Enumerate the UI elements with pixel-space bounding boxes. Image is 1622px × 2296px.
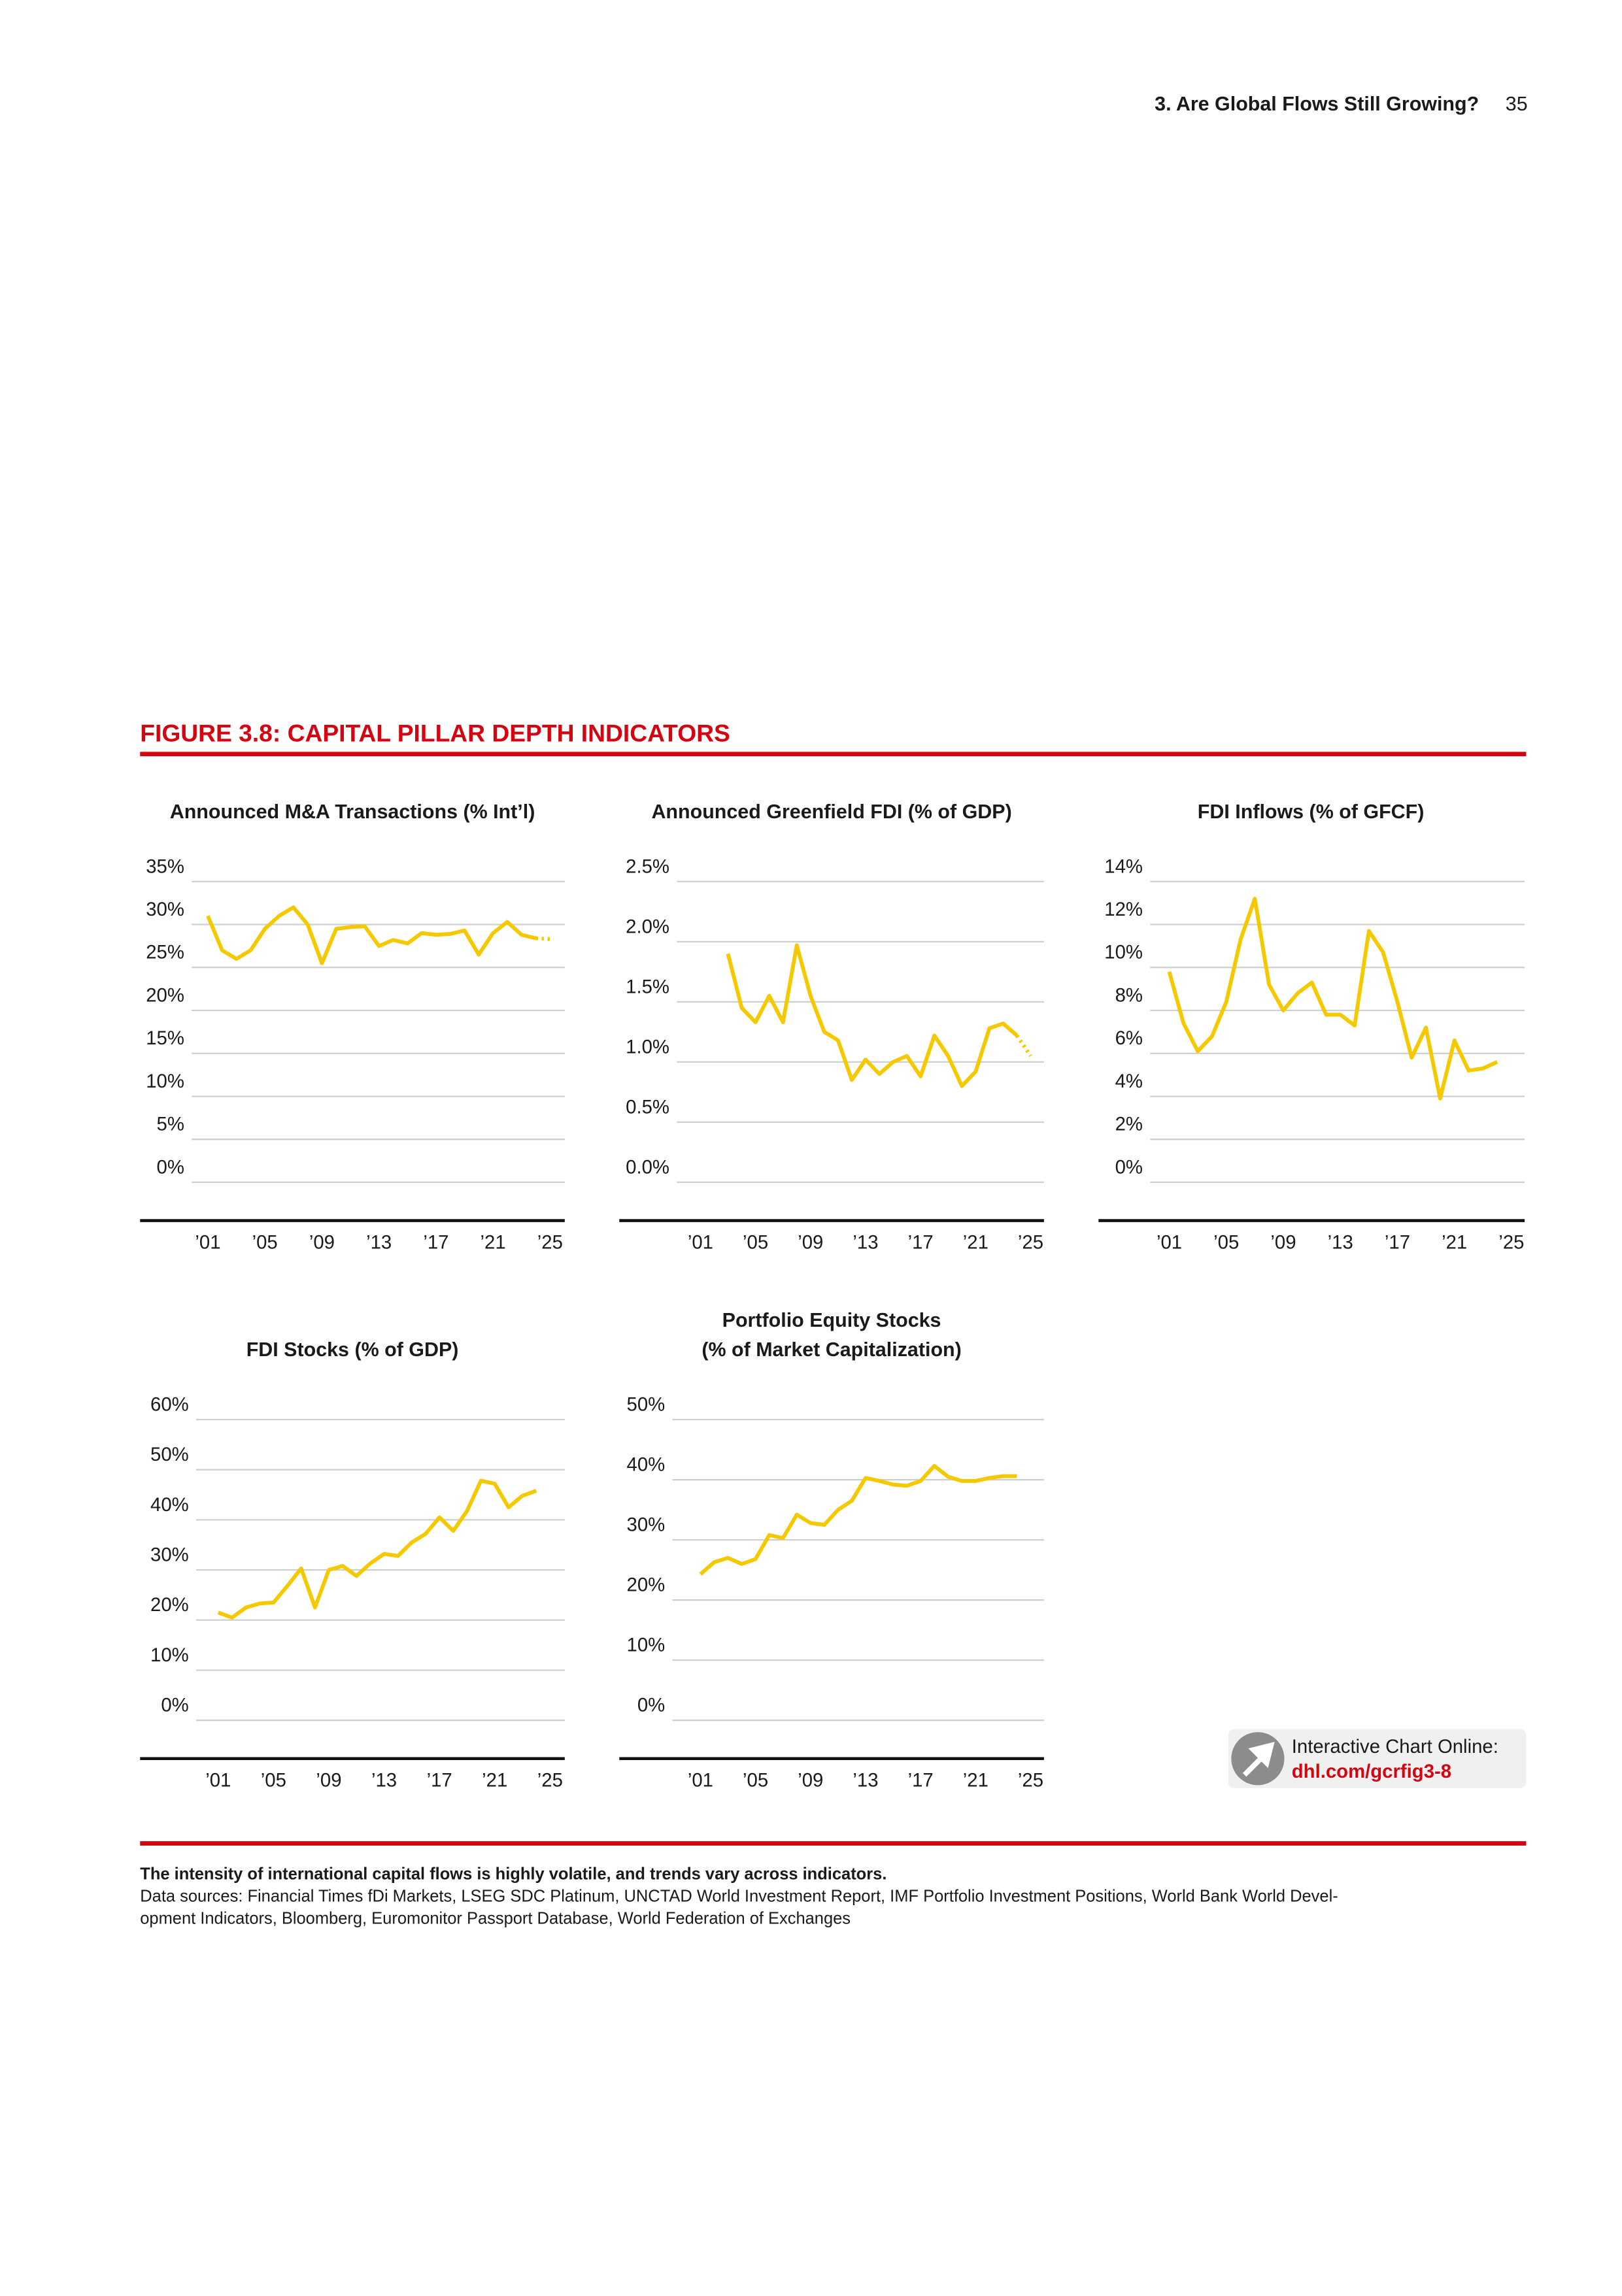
x-tick-label: ’21 <box>963 1770 988 1791</box>
x-tick-label: ’25 <box>1018 1770 1043 1791</box>
x-tick-label: ’17 <box>908 1231 934 1253</box>
y-tick-label: 50% <box>150 1444 189 1465</box>
y-tick-label: 20% <box>150 1594 189 1616</box>
y-tick-label: 2% <box>1115 1114 1143 1135</box>
x-tick-label: ’09 <box>316 1770 341 1791</box>
x-tick-label: ’13 <box>853 1770 878 1791</box>
x-tick-label: ’01 <box>688 1770 713 1791</box>
x-tick-label: ’21 <box>963 1231 988 1253</box>
chart-title: FDI Inflows (% of GFCF) <box>1198 801 1425 823</box>
chart-title: Announced Greenfield FDI (% of GDP) <box>651 801 1011 823</box>
x-tick-label: ’25 <box>1018 1231 1043 1253</box>
y-tick-label: 10% <box>1104 942 1143 963</box>
x-tick-label: ’17 <box>908 1770 934 1791</box>
y-tick-label: 0% <box>1115 1156 1143 1178</box>
x-tick-label: ’05 <box>743 1231 768 1253</box>
y-tick-label: 35% <box>146 856 184 877</box>
chart-title: (% of Market Capitalization) <box>701 1339 961 1361</box>
x-tick-label: ’17 <box>423 1231 448 1253</box>
interactive-link[interactable]: Interactive Chart Online: dhl.com/gcrfig… <box>1228 1729 1527 1788</box>
x-tick-label: ’05 <box>1213 1231 1239 1253</box>
figure-title: FIGURE 3.8: CAPITAL PILLAR DEPTH INDICAT… <box>140 720 730 747</box>
chart-title: FDI Stocks (% of GDP) <box>246 1339 459 1361</box>
y-tick-label: 2.5% <box>626 856 669 877</box>
link-box[interactable] <box>1228 1729 1527 1788</box>
y-tick-label: 30% <box>146 899 184 920</box>
x-tick-label: ’09 <box>309 1231 335 1253</box>
x-tick-label: ’05 <box>261 1770 286 1791</box>
chart-title: Announced M&A Transactions (% Int’l) <box>170 801 535 823</box>
link-arrow <box>1242 1742 1275 1777</box>
link-label: Interactive Chart Online: <box>1292 1736 1498 1757</box>
y-tick-label: 40% <box>627 1454 666 1476</box>
x-tick-label: ’01 <box>1157 1231 1182 1253</box>
x-tick-label: ’13 <box>853 1231 878 1253</box>
y-tick-label: 0.0% <box>626 1156 669 1178</box>
x-tick-label: ’21 <box>482 1770 507 1791</box>
x-tick-label: ’09 <box>798 1770 823 1791</box>
x-tick-label: ’13 <box>366 1231 392 1253</box>
y-tick-label: 40% <box>150 1494 189 1516</box>
y-tick-label: 60% <box>150 1394 189 1416</box>
source-line: Data sources: Financial Times fDi Market… <box>140 1888 1338 1906</box>
x-tick-label: ’05 <box>743 1770 768 1791</box>
y-tick-label: 14% <box>1104 856 1143 877</box>
y-tick-label: 0% <box>157 1156 184 1178</box>
y-tick-label: 0% <box>637 1695 665 1716</box>
x-tick-label: ’05 <box>252 1231 278 1253</box>
source-line: opment Indicators, Bloomberg, Euromonito… <box>140 1909 851 1927</box>
link-url[interactable]: dhl.com/gcrfig3-8 <box>1292 1761 1451 1782</box>
y-tick-label: 10% <box>146 1071 184 1092</box>
y-tick-label: 5% <box>157 1114 184 1135</box>
y-tick-label: 50% <box>627 1394 666 1416</box>
page-number: 35 <box>1506 93 1528 115</box>
series-line <box>217 1478 537 1620</box>
series-line <box>206 905 537 965</box>
section-title: 3. Are Global Flows Still Growing? <box>1155 93 1479 115</box>
x-tick-label: ’21 <box>481 1231 506 1253</box>
series-line <box>1167 897 1498 1101</box>
y-tick-label: 30% <box>627 1514 666 1536</box>
series-line <box>699 1463 1017 1576</box>
takeaway: The intensity of international capital f… <box>140 1865 887 1884</box>
y-tick-label: 10% <box>150 1644 189 1666</box>
y-tick-label: 25% <box>146 942 184 963</box>
series-line <box>726 943 1019 1088</box>
y-tick-label: 1.0% <box>626 1036 669 1057</box>
x-tick-label: ’01 <box>205 1770 231 1791</box>
x-tick-label: ’25 <box>537 1231 563 1253</box>
x-tick-label: ’25 <box>1498 1231 1524 1253</box>
y-tick-label: 4% <box>1115 1071 1143 1092</box>
y-tick-label: 1.5% <box>626 976 669 997</box>
series-line-projection <box>1015 1034 1032 1057</box>
x-tick-label: ’21 <box>1442 1231 1467 1253</box>
x-tick-label: ’17 <box>1385 1231 1410 1253</box>
x-tick-label: ’01 <box>195 1231 220 1253</box>
y-tick-label: 30% <box>150 1544 189 1566</box>
y-tick-label: 20% <box>627 1574 666 1596</box>
y-tick-label: 10% <box>627 1635 666 1656</box>
x-tick-label: ’01 <box>688 1231 713 1253</box>
x-tick-label: ’17 <box>427 1770 452 1791</box>
y-tick-label: 0% <box>161 1695 188 1716</box>
chart-title: Portfolio Equity Stocks <box>722 1309 941 1331</box>
x-tick-label: ’09 <box>798 1231 823 1253</box>
y-tick-label: 6% <box>1115 1027 1143 1049</box>
x-tick-label: ’25 <box>537 1770 563 1791</box>
x-tick-label: ’13 <box>371 1770 397 1791</box>
y-tick-label: 0.5% <box>626 1096 669 1118</box>
y-tick-label: 12% <box>1104 899 1143 920</box>
y-tick-label: 15% <box>146 1027 184 1049</box>
title-rule <box>140 752 1527 757</box>
y-tick-label: 2.0% <box>626 916 669 937</box>
x-tick-label: ’13 <box>1328 1231 1353 1253</box>
y-tick-label: 8% <box>1115 984 1143 1006</box>
y-tick-label: 20% <box>146 984 184 1006</box>
x-tick-label: ’09 <box>1270 1231 1296 1253</box>
notes-rule <box>140 1841 1527 1846</box>
